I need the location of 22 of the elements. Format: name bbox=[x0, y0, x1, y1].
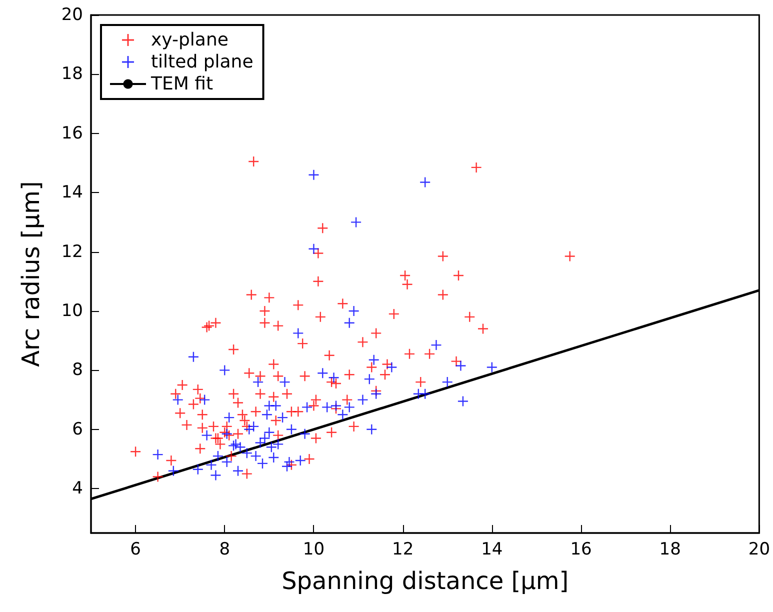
y-tick-label: 4 bbox=[72, 478, 83, 499]
y-tick-label: 8 bbox=[72, 360, 83, 380]
x-tick-label: 16 bbox=[570, 540, 592, 560]
x-tick-label: 14 bbox=[481, 540, 503, 560]
x-tick-label: 8 bbox=[219, 540, 230, 560]
legend-label: xy-plane bbox=[151, 30, 228, 50]
y-tick-label: 12 bbox=[61, 242, 83, 262]
x-axis-title: Spanning distance [µm] bbox=[282, 567, 569, 595]
x-tick-label: 10 bbox=[302, 540, 325, 560]
x-tick-label: 18 bbox=[659, 540, 681, 560]
y-tick-label: 18 bbox=[61, 64, 83, 84]
x-tick-label: 12 bbox=[392, 540, 414, 560]
legend-label: TEM fit bbox=[150, 74, 214, 94]
x-tick-label: 20 bbox=[748, 540, 770, 560]
x-tick-label: 6 bbox=[130, 540, 141, 560]
y-tick-label: 6 bbox=[72, 419, 83, 440]
y-tick-label: 14 bbox=[61, 182, 83, 203]
y-tick-label: 10 bbox=[61, 301, 83, 321]
y-tick-label: 20 bbox=[61, 5, 83, 25]
y-axis-title: Arc radius [µm] bbox=[17, 181, 45, 367]
legend-label: tilted plane bbox=[151, 52, 254, 72]
y-tick-label: 16 bbox=[61, 123, 83, 144]
